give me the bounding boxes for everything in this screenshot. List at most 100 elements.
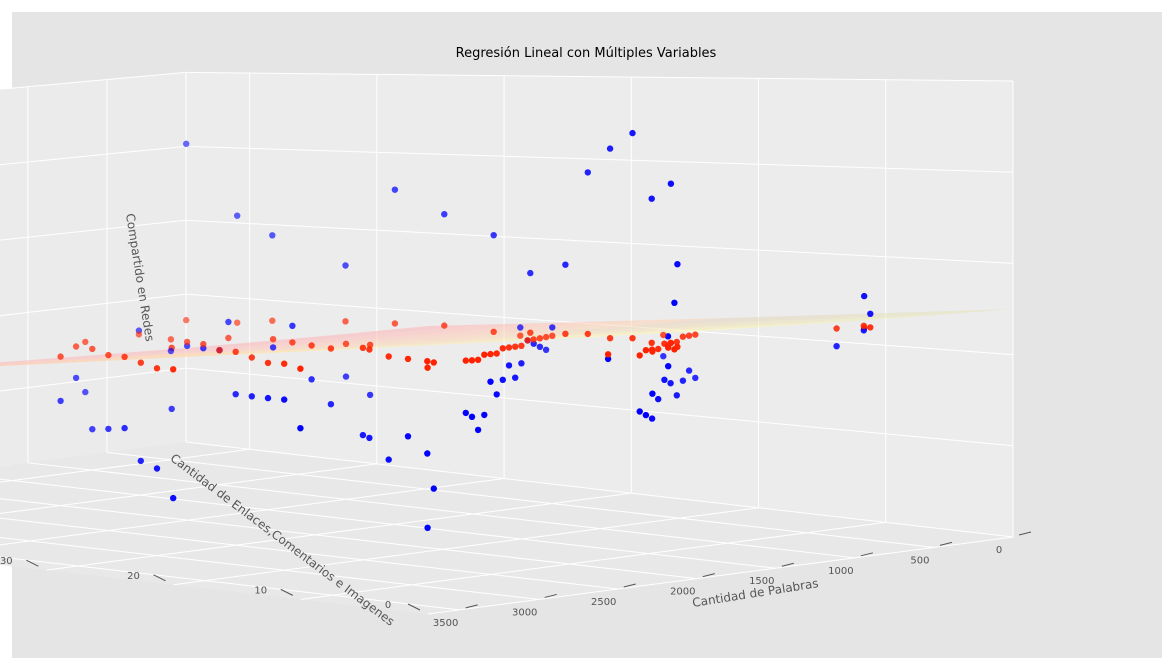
- grid-line-y: [173, 507, 759, 586]
- x-tick-label: 1000: [828, 566, 853, 577]
- actual-point: [517, 324, 524, 331]
- grid-line-x: [106, 451, 935, 548]
- plane-patch: [307, 341, 449, 350]
- actual-point: [536, 343, 544, 350]
- plane-patch: [345, 324, 487, 334]
- actual-point: [674, 261, 681, 268]
- predicted-point: [200, 340, 207, 348]
- actual-point: [667, 380, 674, 387]
- plane-patch: [365, 339, 507, 348]
- grid-line-y: [0, 463, 377, 515]
- actual-point: [105, 425, 112, 433]
- predicted-point: [606, 335, 614, 342]
- predicted-point: [660, 331, 667, 339]
- predicted-point: [636, 352, 643, 359]
- actual-point: [385, 456, 392, 463]
- predicted-point: [366, 346, 373, 353]
- y-tick-mark: [407, 603, 421, 611]
- actual-point: [499, 376, 506, 383]
- predicted-point: [308, 342, 315, 349]
- actual-point: [82, 388, 89, 396]
- actual-point: [655, 395, 662, 403]
- actual-point: [89, 426, 96, 433]
- plane-patch: [462, 321, 604, 331]
- plane-patch: [341, 342, 483, 350]
- actual-point: [685, 367, 693, 374]
- plane-patch: [754, 312, 896, 322]
- predicted-point: [692, 331, 699, 338]
- plane-patch: [296, 335, 439, 345]
- predicted-point: [269, 317, 276, 324]
- actual-point: [281, 396, 288, 403]
- x-tick-mark: [702, 573, 715, 578]
- plane-patch: [637, 316, 779, 326]
- actual-point: [665, 363, 672, 370]
- actual-point: [153, 465, 161, 472]
- predicted-point: [82, 338, 89, 346]
- predicted-point: [481, 351, 488, 358]
- actual-point: [481, 411, 488, 419]
- y-tick-mark: [153, 574, 166, 582]
- actual-point: [642, 411, 650, 419]
- predicted-point: [216, 347, 223, 354]
- predicted-point: [604, 351, 612, 358]
- predicted-point: [135, 331, 143, 338]
- regression-plane: [0, 309, 1013, 366]
- grid-line-z: [185, 145, 1014, 173]
- x-tick-mark: [860, 552, 874, 557]
- actual-point: [468, 413, 476, 420]
- axes: [26, 531, 1032, 611]
- predicted-point: [674, 343, 681, 350]
- predicted-point: [424, 364, 431, 371]
- actual-point: [366, 391, 374, 399]
- grid-line-z: [0, 71, 187, 90]
- predicted-point: [474, 356, 482, 363]
- actual-point: [57, 397, 64, 405]
- predicted-point: [648, 346, 656, 353]
- x-tick-label: 1500: [749, 576, 774, 587]
- actual-point: [667, 180, 675, 187]
- predicted-point: [462, 357, 469, 364]
- y-tick-label: 0: [385, 600, 391, 611]
- actual-point: [430, 485, 437, 492]
- x-tick-label: 2000: [670, 587, 695, 598]
- predicted-point: [366, 341, 374, 348]
- x-tick-mark: [623, 583, 636, 588]
- actual-point: [861, 292, 868, 300]
- predicted-point: [542, 333, 550, 341]
- predicted-point: [655, 345, 662, 353]
- predicted-point: [524, 337, 531, 344]
- y-tick-mark: [26, 559, 39, 567]
- tick-labels: 0500100015002000250030003500010203040506…: [0, 545, 1002, 629]
- predicted-point: [490, 328, 497, 335]
- actual-point: [269, 344, 277, 351]
- predicted-point: [860, 322, 867, 329]
- actual-point: [225, 318, 232, 326]
- plane-patch: [672, 319, 814, 328]
- predicted-point: [72, 343, 80, 350]
- plane-patch: [520, 319, 662, 329]
- grid-line-y: [0, 478, 505, 546]
- actual-point: [168, 405, 175, 413]
- actual-point: [269, 232, 276, 239]
- predicted-point: [493, 350, 500, 357]
- x-tick-label: 0: [996, 545, 1002, 556]
- floor-pane: [0, 442, 1013, 614]
- back-pane: [0, 72, 186, 467]
- predicted-point: [167, 336, 175, 343]
- plane-patch: [613, 321, 755, 331]
- actual-point: [512, 374, 519, 381]
- predicted-point: [549, 332, 556, 339]
- x-tick-label: 3500: [433, 618, 458, 629]
- y-tick-label: 10: [254, 585, 267, 596]
- predicted-point: [512, 343, 519, 350]
- grid-line-x: [0, 498, 697, 580]
- plane-patch: [141, 351, 283, 360]
- predicted-point: [867, 324, 874, 331]
- predicted-point: [424, 358, 431, 365]
- predicted-point: [518, 342, 525, 349]
- plane-patch: [0, 356, 132, 365]
- predicted-point: [517, 332, 524, 339]
- plane-patch: [179, 339, 322, 349]
